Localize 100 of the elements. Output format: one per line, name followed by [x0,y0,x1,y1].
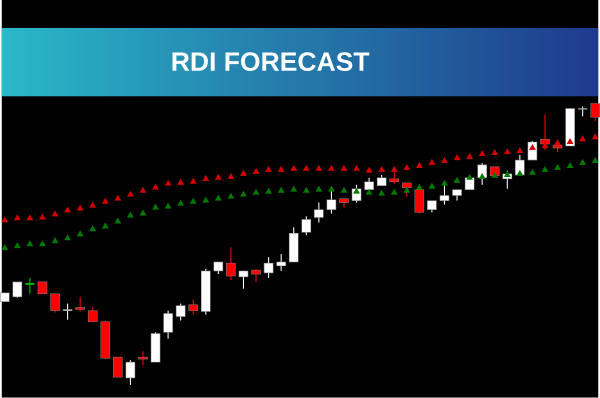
point [164,202,172,209]
candlestick [515,154,525,176]
point [428,183,436,189]
candlestick [214,262,224,275]
point [215,174,222,180]
point [265,188,272,194]
point [26,214,34,220]
point [353,165,360,171]
point [504,171,511,178]
point [2,216,8,222]
candlestick [12,282,22,298]
candlestick [88,307,98,322]
candlestick [276,254,286,272]
point [316,165,322,171]
point [252,189,260,195]
point [102,198,109,204]
candlestick [176,303,186,322]
point [39,214,46,220]
point [516,148,524,154]
candlestick [251,268,261,283]
candlestick [264,256,274,279]
point [328,186,335,192]
point [378,166,385,172]
point [579,159,586,166]
point [504,148,511,154]
point [340,187,348,193]
candlestick [138,350,148,366]
candlestick [113,356,123,378]
point [39,240,46,246]
point [26,240,34,246]
point [566,138,574,144]
point [240,191,247,197]
point [265,166,272,172]
candlestick [38,282,48,294]
point [529,169,536,175]
point [202,197,210,203]
point [416,184,423,190]
point [52,210,58,217]
point [278,187,284,193]
candlestick [62,303,72,320]
point [478,150,486,156]
point [240,170,247,176]
point [454,154,460,160]
point [102,222,109,229]
candlestick [552,140,562,153]
point [76,230,84,237]
point [340,165,348,171]
candlestick [540,114,550,151]
point [542,142,548,148]
candlestick [314,202,324,224]
point [177,200,184,206]
point [378,190,385,196]
point [478,173,486,180]
point [89,226,96,232]
point [441,180,448,186]
point [303,165,310,171]
point [152,204,159,210]
point [64,206,71,213]
point [554,140,561,146]
point [127,191,134,197]
point [2,244,8,250]
point [114,195,122,201]
point [127,212,134,218]
point [290,165,297,171]
point [491,149,498,156]
point [466,174,473,180]
point [366,167,372,173]
point [114,218,122,224]
point [228,173,234,180]
candlestick [427,200,437,214]
point [64,234,71,240]
candlestick [24,278,36,294]
point [190,198,196,204]
point [416,162,423,168]
point [404,187,410,193]
candlestick [226,246,236,281]
point [252,168,260,174]
point [516,170,524,176]
point [202,175,210,182]
candlestick [163,310,173,340]
point [152,184,159,190]
point [14,242,21,248]
candlestick [75,296,85,312]
candlestick [402,182,412,198]
point [76,204,84,211]
candlestick [452,189,462,202]
point [390,166,398,172]
candlestick [339,198,349,208]
candlestick [376,174,386,186]
point [228,193,234,199]
point [491,172,498,178]
point [454,177,460,184]
point [278,166,284,172]
candlestick [590,103,600,122]
point [190,178,196,184]
point [554,164,561,170]
point [215,195,222,201]
chart-title: RDI FORECAST [172,52,370,72]
point [542,166,548,172]
point [303,187,310,193]
